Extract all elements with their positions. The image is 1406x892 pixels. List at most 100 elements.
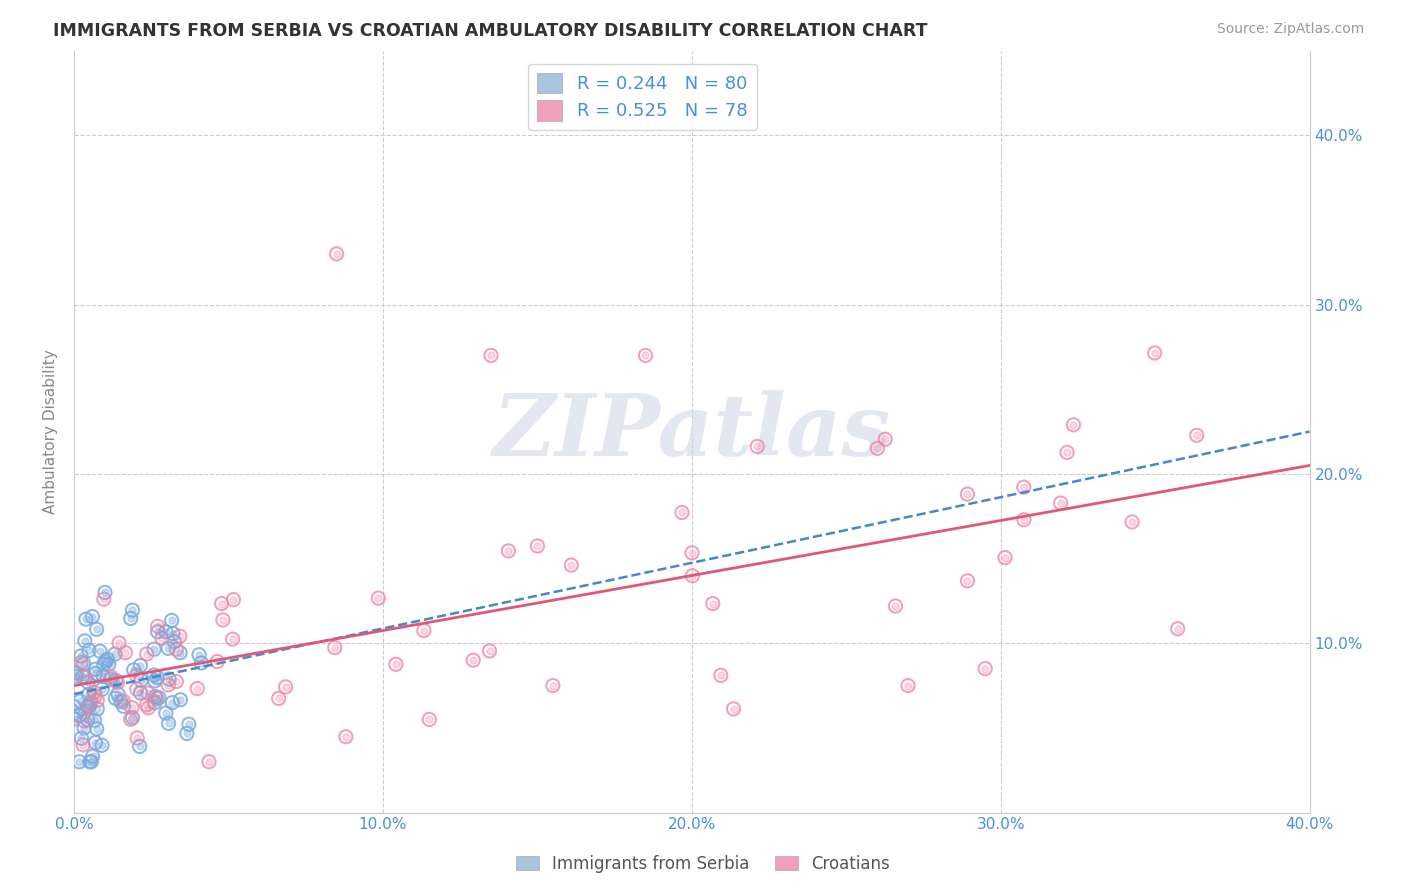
Point xyxy=(498,544,520,558)
Point xyxy=(79,698,101,713)
Point xyxy=(148,690,170,705)
Point xyxy=(121,700,143,714)
Point xyxy=(418,713,440,727)
Point xyxy=(176,726,198,740)
Point xyxy=(84,735,107,749)
Point xyxy=(127,731,149,745)
Point xyxy=(323,640,346,655)
Point xyxy=(267,691,290,706)
Point xyxy=(710,668,733,682)
Point xyxy=(69,694,91,708)
Point xyxy=(143,673,166,688)
Point xyxy=(747,440,769,454)
Point xyxy=(82,749,104,764)
Point xyxy=(114,646,136,660)
Point xyxy=(83,685,105,699)
Point xyxy=(710,668,733,682)
Point xyxy=(463,653,485,667)
Point xyxy=(634,348,657,362)
Point xyxy=(994,550,1017,565)
Point xyxy=(63,699,86,714)
Point xyxy=(198,755,221,769)
Point xyxy=(65,665,87,680)
Point xyxy=(146,670,169,684)
Point xyxy=(125,681,148,696)
Point xyxy=(385,657,408,672)
Point xyxy=(145,690,167,704)
Point xyxy=(86,693,108,707)
Point xyxy=(104,673,127,688)
Point xyxy=(69,708,91,723)
Point xyxy=(91,669,114,683)
Point xyxy=(412,624,434,638)
Point xyxy=(335,730,357,744)
Point xyxy=(79,755,101,769)
Point xyxy=(94,654,117,668)
Point xyxy=(80,696,103,710)
Point xyxy=(128,739,150,754)
Point xyxy=(107,687,129,701)
Point xyxy=(129,658,152,673)
Point xyxy=(190,656,212,670)
Point xyxy=(146,619,169,633)
Point xyxy=(76,699,98,714)
Point xyxy=(163,634,186,648)
Point xyxy=(63,712,86,726)
Point xyxy=(212,613,235,627)
Point xyxy=(86,623,108,637)
Point xyxy=(866,442,889,456)
Point xyxy=(112,699,135,714)
Point xyxy=(155,624,177,639)
Point xyxy=(73,721,96,735)
Point xyxy=(198,755,221,769)
Point xyxy=(93,657,115,672)
Point xyxy=(136,701,159,715)
Point xyxy=(150,632,173,646)
Point xyxy=(157,641,180,656)
Point xyxy=(120,611,142,625)
Point xyxy=(162,696,184,710)
Point xyxy=(63,712,86,726)
Point xyxy=(162,626,184,640)
Point xyxy=(681,568,703,582)
Point xyxy=(86,722,108,736)
Point xyxy=(146,624,169,639)
Point xyxy=(86,623,108,637)
Point xyxy=(165,642,187,657)
Point xyxy=(169,692,191,706)
Point xyxy=(681,568,703,582)
Point xyxy=(1012,480,1035,494)
Point xyxy=(463,653,485,667)
Point xyxy=(77,675,100,690)
Point xyxy=(526,539,548,553)
Point xyxy=(89,644,111,658)
Point xyxy=(108,636,131,650)
Point xyxy=(80,696,103,710)
Point xyxy=(323,640,346,655)
Point xyxy=(498,544,520,558)
Point xyxy=(169,646,191,660)
Point xyxy=(94,585,117,599)
Point xyxy=(526,539,548,553)
Point xyxy=(91,682,114,697)
Point xyxy=(69,694,91,708)
Point xyxy=(186,681,208,696)
Text: Source: ZipAtlas.com: Source: ZipAtlas.com xyxy=(1216,22,1364,37)
Point xyxy=(80,755,103,769)
Point xyxy=(70,731,93,746)
Point xyxy=(169,646,191,660)
Point xyxy=(75,670,97,684)
Point xyxy=(1012,513,1035,527)
Point xyxy=(80,755,103,769)
Point xyxy=(267,691,290,706)
Point xyxy=(747,440,769,454)
Point xyxy=(69,708,91,723)
Point xyxy=(121,700,143,714)
Point xyxy=(1143,346,1166,360)
Point xyxy=(163,634,186,648)
Point xyxy=(367,591,389,606)
Point xyxy=(100,670,122,684)
Point xyxy=(72,669,94,683)
Point xyxy=(73,634,96,648)
Point xyxy=(157,716,180,731)
